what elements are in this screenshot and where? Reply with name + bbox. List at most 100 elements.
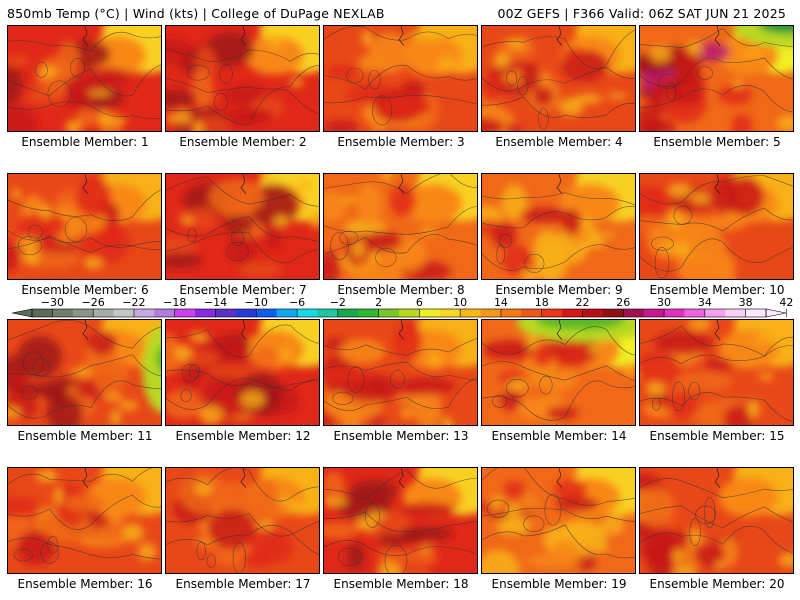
colorbar-tick-label: −2 — [330, 296, 346, 309]
height-contour — [166, 525, 319, 556]
ensemble-member-map — [323, 25, 478, 132]
ensemble-member-label: Ensemble Member: 9 — [495, 283, 623, 297]
height-contour — [640, 207, 793, 232]
colorbar-swatch — [562, 309, 583, 317]
ensemble-member-map — [7, 319, 162, 426]
colorbar-swatch — [133, 309, 155, 317]
height-contour — [8, 320, 161, 349]
ensemble-member-map — [481, 173, 636, 280]
height-contour — [640, 325, 793, 357]
height-contour — [640, 175, 793, 205]
colorbar-swatch — [399, 309, 420, 317]
coastline — [714, 174, 721, 194]
ensemble-member-label: Ensemble Member: 3 — [337, 135, 465, 149]
temperature-field — [8, 320, 161, 425]
ensemble-member-label: Ensemble Member: 4 — [495, 135, 623, 149]
height-contour — [482, 326, 635, 356]
colorbar-left-arrow — [11, 308, 33, 318]
height-contour — [482, 96, 635, 118]
ensemble-member-map — [323, 467, 478, 574]
temperature-field — [8, 26, 161, 131]
height-contour — [324, 469, 477, 501]
ensemble-member-label: Ensemble Member: 5 — [653, 135, 781, 149]
height-contour — [640, 478, 793, 499]
temperature-field — [640, 468, 793, 573]
colorbar-swatch — [500, 309, 522, 317]
colorbar-swatch — [256, 309, 278, 317]
height-contour — [8, 230, 161, 248]
ensemble-member-map — [323, 173, 478, 280]
ensemble-member-map — [639, 467, 794, 574]
coastline — [556, 320, 563, 340]
colorbar-tick-label: 26 — [616, 296, 630, 309]
height-contour — [482, 206, 635, 229]
coastline — [556, 468, 563, 488]
ensemble-member-label: Ensemble Member: 20 — [649, 577, 785, 591]
coastline — [556, 174, 563, 194]
temperature-field — [324, 468, 477, 573]
height-contour — [482, 244, 635, 271]
colorbar-tick-label: −18 — [163, 296, 186, 309]
height-contour — [166, 232, 319, 264]
height-contour — [482, 29, 635, 69]
ensemble-member-label: Ensemble Member: 15 — [649, 429, 785, 443]
ensemble-member-map — [639, 173, 794, 280]
height-contour — [8, 494, 161, 530]
ensemble-member-label: Ensemble Member: 14 — [491, 429, 627, 443]
height-contour — [640, 505, 793, 529]
height-contour — [324, 174, 477, 194]
colorbar-swatch — [297, 309, 318, 317]
temperature-field — [8, 468, 161, 573]
height-contour — [166, 65, 319, 93]
colorbar-tick-label: 38 — [739, 296, 753, 309]
height-contour — [166, 512, 319, 537]
height-contour — [324, 377, 477, 411]
height-contour — [640, 345, 793, 365]
ensemble-member-label: Ensemble Member: 16 — [17, 577, 153, 591]
ensemble-member-label: Ensemble Member: 17 — [175, 577, 311, 591]
coastline — [714, 468, 721, 488]
colorbar-swatch — [174, 309, 196, 317]
colorbar-swatch — [378, 309, 400, 317]
colorbar-swatch — [235, 309, 257, 317]
height-contour — [482, 468, 635, 506]
height-contour — [166, 176, 319, 207]
height-contour — [482, 380, 635, 421]
colorbar-swatch — [52, 309, 74, 317]
ensemble-member-label: Ensemble Member: 10 — [649, 283, 785, 297]
colorbar-swatch — [480, 309, 502, 317]
coastline — [240, 320, 247, 340]
coastline — [398, 468, 405, 488]
temperature-field — [166, 320, 319, 425]
height-contour — [324, 26, 477, 41]
ensemble-member-map — [165, 319, 320, 426]
coastline — [398, 174, 405, 194]
ensemble-member-map — [165, 173, 320, 280]
map-title: 850mb Temp (°C) | Wind (kts) | College o… — [7, 6, 385, 21]
ensemble-member-map — [639, 25, 794, 132]
coastline — [82, 174, 89, 194]
height-contour — [8, 235, 161, 254]
colorbar-tick-label: 18 — [535, 296, 549, 309]
height-contour — [482, 508, 635, 522]
colorbar-swatch — [113, 309, 135, 317]
ensemble-member-label: Ensemble Member: 6 — [21, 283, 149, 297]
colorbar-tick-label: 22 — [576, 296, 590, 309]
colorbar-swatch — [704, 309, 726, 317]
height-contour — [482, 192, 635, 206]
coastline — [714, 320, 721, 340]
colorbar-tick-label: 42 — [779, 296, 793, 309]
ensemble-member-label: Ensemble Member: 19 — [491, 577, 627, 591]
height-contour — [482, 66, 635, 92]
height-contour — [640, 238, 793, 272]
colorbar-swatch — [72, 309, 94, 317]
height-contour — [482, 524, 635, 559]
ensemble-member-map — [323, 319, 478, 426]
coastline — [714, 26, 721, 46]
height-contour — [640, 57, 793, 88]
temperature-field — [482, 26, 635, 131]
colorbar-swatch — [32, 309, 53, 317]
colorbar-tick-label: 6 — [416, 296, 423, 309]
coastline — [240, 26, 247, 46]
ensemble-member-map — [7, 467, 162, 574]
